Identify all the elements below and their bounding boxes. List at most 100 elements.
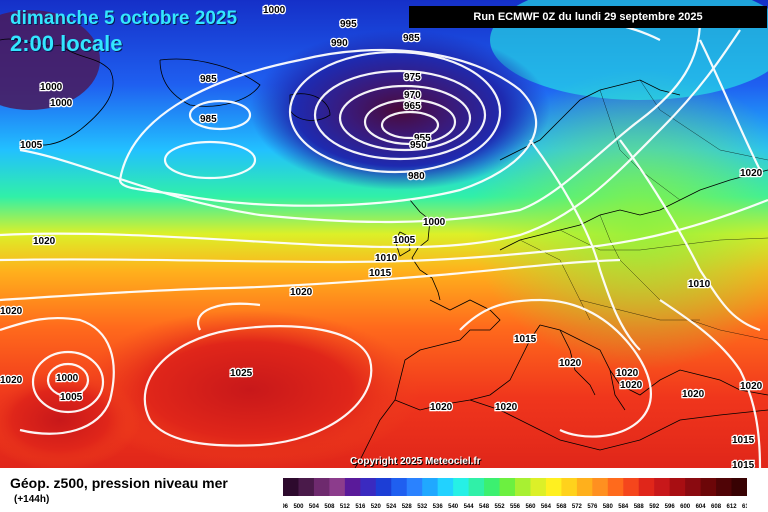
isobars (0, 14, 768, 468)
east-europe-green-area (470, 70, 768, 370)
isobar-label: 1000 (50, 98, 73, 109)
scale-swatch (623, 478, 640, 496)
scale-label: 588 (634, 504, 645, 510)
scale-label: 540 (448, 504, 459, 510)
scale-swatch (685, 478, 702, 496)
model-run-info: Run ECMWF 0Z du lundi 29 septembre 2025 (409, 6, 767, 28)
color-scale: 496 500 504 508 512 516 520 524 528 532 536 540 544 5… (283, 478, 747, 510)
scale-swatch (468, 478, 485, 496)
scale-label: 544 (464, 504, 475, 510)
forecast-date: dimanche 5 octobre 2025 (10, 8, 238, 29)
scale-swatch (654, 478, 671, 496)
scale-label: 512 (340, 504, 351, 510)
scale-swatch (561, 478, 578, 496)
isobar-label: 985 (403, 33, 420, 44)
forecast-map: 1000 995 990 985 975 970 965 955 950 980… (0, 0, 768, 468)
scale-label: 500 (293, 504, 304, 510)
scale-label: 604 (696, 504, 707, 510)
scale-swatch (716, 478, 733, 496)
scale-label: 568 (556, 504, 567, 510)
isobar-label: 1000 (263, 5, 286, 16)
isobar-label: 1020 (290, 287, 313, 298)
scale-label: 596 (665, 504, 676, 510)
scale-label: 600 (680, 504, 691, 510)
scale-swatch (592, 478, 609, 496)
isobar-label: 1020 (620, 380, 643, 391)
scale-swatch (313, 478, 330, 496)
isobar-label: 1015 (732, 435, 755, 446)
isobar-label: 1020 (0, 375, 23, 386)
forecast-lead-time: (+144h) (14, 494, 50, 505)
scale-label: 508 (324, 504, 335, 510)
scale-swatch (283, 478, 299, 496)
isobar-label: 1010 (688, 279, 711, 290)
scale-swatch (669, 478, 686, 496)
scale-swatch (360, 478, 377, 496)
isobar-label: 950 (410, 140, 427, 151)
scale-label: 532 (417, 504, 428, 510)
isobar-label: 1020 (33, 236, 56, 247)
scale-swatch (298, 478, 315, 496)
scale-label: 556 (510, 504, 521, 510)
scale-swatch (422, 478, 439, 496)
isobar-label: 1015 (514, 334, 537, 345)
isobar-label: 1020 (616, 368, 639, 379)
low-pressure-core (250, 30, 550, 190)
scale-label: 548 (479, 504, 490, 510)
scale-swatch (484, 478, 501, 496)
scale-label: 612 (727, 504, 738, 510)
isobar-label: 1020 (740, 168, 763, 179)
scale-swatch (545, 478, 562, 496)
isobar-label: 1005 (60, 392, 83, 403)
isobar-label: 995 (340, 19, 357, 30)
scale-swatch (731, 478, 747, 496)
forecast-time: 2:00 locale (10, 31, 123, 56)
isobar-label: 970 (404, 90, 421, 101)
isobar-label: 1010 (375, 253, 398, 264)
scale-label: 552 (495, 504, 506, 510)
scale-label: 572 (572, 504, 583, 510)
isobar-label: 1015 (732, 460, 755, 468)
isobar-label: 965 (404, 101, 421, 112)
scale-swatch (391, 478, 408, 496)
scale-swatch (344, 478, 361, 496)
scale-swatch (437, 478, 454, 496)
scale-label: 520 (371, 504, 382, 510)
scale-label: 616 (742, 504, 747, 510)
scale-swatch (638, 478, 655, 496)
scale-label: 536 (433, 504, 444, 510)
isobar-label: 980 (408, 171, 425, 182)
isobar-label: 1020 (559, 358, 582, 369)
scale-label: 584 (618, 504, 629, 510)
isobar-label: 1005 (20, 140, 43, 151)
scale-label: 504 (309, 504, 320, 510)
scale-swatch (700, 478, 717, 496)
isobar-label: 985 (200, 74, 217, 85)
scale-label: 496 (283, 504, 289, 510)
isobar-label: 975 (404, 72, 421, 83)
scale-swatch (607, 478, 624, 496)
isobar-label: 1025 (230, 368, 253, 379)
scale-label: 528 (402, 504, 413, 510)
scale-swatch (499, 478, 516, 496)
legend-title: Géop. z500, pression niveau mer (10, 475, 228, 491)
isobar-label: 1020 (740, 381, 763, 392)
scale-label: 524 (386, 504, 397, 510)
isobar-label: 985 (200, 114, 217, 125)
isobar-label: 1000 (56, 373, 79, 384)
isobar-label: 1000 (40, 82, 63, 93)
scale-label: 564 (541, 504, 552, 510)
coastlines (0, 38, 768, 468)
scale-swatch (406, 478, 423, 496)
copyright-notice: Copyright 2025 Meteociel.fr (350, 456, 481, 467)
isobar-label: 955 (414, 133, 431, 144)
isobar-label: 1020 (682, 389, 705, 400)
scale-label: 608 (711, 504, 722, 510)
scale-label: 576 (587, 504, 598, 510)
isobar-label: 1005 (393, 235, 416, 246)
scale-swatch (329, 478, 346, 496)
isobar-label: 1020 (0, 306, 23, 317)
isobar-label: 1000 (423, 217, 446, 228)
scale-label: 516 (355, 504, 366, 510)
